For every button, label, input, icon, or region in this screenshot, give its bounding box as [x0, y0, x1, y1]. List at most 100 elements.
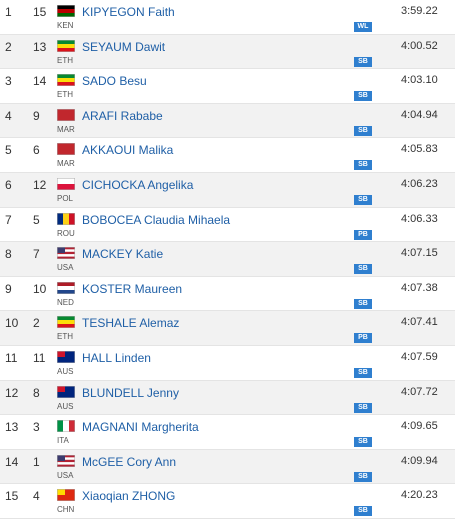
cc: POL [57, 194, 74, 203]
cc: ETH [57, 332, 73, 342]
name[interactable]: BOBOCEA Claudia Mihaela [82, 212, 231, 227]
cc: USA [57, 470, 74, 480]
bib: 15 [33, 5, 47, 19]
name[interactable]: TESHALE Alemaz [82, 316, 180, 331]
flag [57, 385, 75, 398]
name[interactable]: SEYAUM Dawit [82, 39, 166, 54]
flag [57, 351, 75, 363]
name[interactable]: MACKEY Katie [82, 247, 164, 262]
rank: 12 [5, 385, 19, 400]
name[interactable]: ARAFI Rababe [82, 108, 163, 123]
badge: SB [354, 437, 372, 448]
badge: SB [354, 160, 372, 171]
bib: 7 [33, 247, 40, 262]
cc: ETH [57, 90, 73, 100]
bib: 5 [33, 212, 40, 227]
time: 4:09.65 [401, 420, 438, 433]
bib: 3 [33, 420, 40, 435]
result-row: 12 8 AUS BLUNDELL Jenny SB 4:07.72 [0, 380, 455, 416]
badge: SB [354, 368, 372, 378]
bib: 14 [33, 74, 47, 89]
result-row: 6 12 POL CICHOCKA Angelika SB 4:06.23 [0, 173, 455, 208]
cc: ITA [57, 436, 69, 446]
name[interactable]: HALL Linden [82, 351, 151, 365]
result-row: 3 14 ETH SADO Besu SB 4:03.10 [0, 69, 455, 104]
result-row: 7 5 ROU BOBOCEA Claudia Mihaela PB 4:06.33 [0, 208, 455, 243]
bib: 4 [33, 489, 40, 504]
time: 4:00.52 [401, 39, 438, 52]
name[interactable]: AKKAOUI Malika [82, 143, 174, 158]
flag [57, 420, 75, 433]
rank: 4 [5, 108, 12, 123]
name[interactable]: McGEE Cory Ann [82, 454, 177, 469]
result-row: 11 11 AUS HALL Linden SB 4:07.59 [0, 346, 455, 381]
flag [57, 74, 75, 87]
flag [57, 454, 75, 467]
bib: 1 [33, 454, 40, 469]
flag [57, 39, 75, 52]
bib: 2 [33, 316, 40, 331]
rank: 10 [5, 316, 19, 331]
flag [57, 108, 75, 121]
rank: 7 [5, 212, 12, 227]
flag [57, 5, 75, 17]
result-row: 15 4 CHN Xiaoqian ZHONG SB 4:20.23 [0, 484, 455, 519]
name[interactable]: KOSTER Maureen [82, 281, 183, 296]
result-row: 8 7 USA MACKEY Katie SB 4:07.15 [0, 242, 455, 277]
name[interactable]: BLUNDELL Jenny [82, 385, 179, 400]
time: 4:03.10 [401, 74, 438, 87]
name[interactable]: CICHOCKA Angelika [82, 178, 194, 192]
time: 4:09.94 [401, 454, 438, 467]
result-row: 1 15 KEN KIPYEGON Faith WL 3:59.22 [0, 0, 455, 35]
name[interactable]: Xiaoqian ZHONG [82, 489, 176, 504]
time: 4:20.23 [401, 489, 438, 502]
cc: AUS [57, 401, 74, 411]
time: 4:07.15 [401, 247, 438, 260]
result-row: 14 1 USA McGEE Cory Ann SB 4:09.94 [0, 449, 455, 485]
flag [57, 178, 75, 190]
cc: ETH [57, 55, 73, 65]
rank: 11 [5, 351, 18, 365]
time: 4:05.83 [401, 143, 438, 156]
cc: KEN [57, 21, 74, 30]
badge: WL [354, 22, 372, 32]
bib: 6 [33, 143, 40, 158]
bib: 12 [33, 178, 47, 192]
result-row: 4 9 MAR ARAFI Rababe SB 4:04.94 [0, 103, 455, 139]
flag [57, 316, 75, 329]
result-row: 13 3 ITA MAGNANI Margherita SB 4:09.65 [0, 415, 455, 450]
rank: 2 [5, 39, 12, 54]
badge: SB [354, 91, 372, 102]
cc: USA [57, 263, 74, 273]
result-row: 10 2 ETH TESHALE Alemaz PB 4:07.41 [0, 311, 455, 346]
rank: 5 [5, 143, 12, 158]
badge: SB [354, 471, 372, 482]
cc: AUS [57, 367, 74, 376]
flag [57, 143, 75, 156]
time: 3:59.22 [401, 5, 438, 17]
bib: 11 [33, 351, 46, 365]
rank: 3 [5, 74, 12, 89]
badge: SB [354, 402, 372, 413]
name[interactable]: SADO Besu [82, 74, 147, 89]
cc: ROU [57, 228, 75, 238]
result-row: 9 10 NED KOSTER Maureen SB 4:07.38 [0, 277, 455, 312]
badge: PB [354, 229, 372, 240]
rank: 15 [5, 489, 19, 504]
flag [57, 281, 75, 294]
name[interactable]: MAGNANI Margherita [82, 420, 199, 435]
flag [57, 212, 75, 225]
bib: 10 [33, 281, 47, 296]
time: 4:06.23 [401, 178, 438, 190]
time: 4:07.38 [401, 281, 438, 294]
rank: 14 [5, 454, 19, 469]
name[interactable]: KIPYEGON Faith [82, 5, 175, 19]
cc: MAR [57, 159, 75, 169]
rank: 9 [5, 281, 12, 296]
badge: SB [354, 298, 372, 309]
result-row: 2 13 ETH SEYAUM Dawit SB 4:00.52 [0, 34, 455, 70]
flag [57, 489, 75, 502]
result-row: 5 6 MAR AKKAOUI Malika SB 4:05.83 [0, 138, 455, 173]
badge: SB [354, 125, 372, 136]
